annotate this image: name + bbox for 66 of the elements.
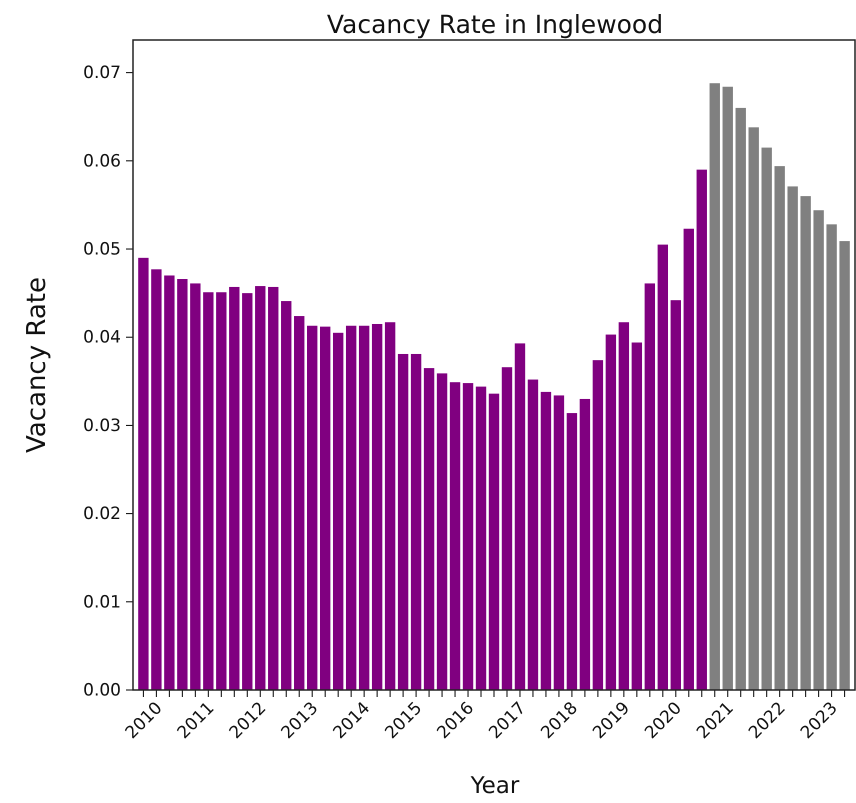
bar	[138, 258, 149, 690]
bar	[774, 166, 785, 690]
bar	[554, 395, 564, 690]
bar	[606, 334, 616, 690]
bar	[839, 241, 850, 690]
bar	[488, 394, 500, 690]
bar	[514, 343, 526, 690]
bar	[670, 300, 681, 690]
bar	[450, 382, 460, 690]
bar	[203, 292, 214, 690]
y-tick-label: 0.06	[83, 151, 121, 172]
bar	[748, 127, 759, 690]
y-tick-label: 0.05	[83, 239, 121, 260]
bar	[644, 283, 656, 690]
bar	[164, 275, 175, 690]
bar	[294, 316, 304, 690]
y-tick-label: 0.03	[83, 416, 121, 436]
bar	[540, 392, 552, 690]
bar	[242, 293, 252, 690]
bar	[229, 286, 240, 690]
bar	[216, 292, 226, 690]
bar	[736, 108, 746, 690]
bar	[332, 332, 344, 690]
bar	[398, 354, 408, 690]
bar	[580, 398, 590, 690]
bar	[618, 322, 630, 690]
y-tick-label: 0.00	[83, 680, 121, 700]
y-axis-title: Vacancy Rate	[22, 277, 52, 453]
bar	[424, 368, 434, 690]
bar	[566, 413, 578, 690]
bar	[151, 269, 162, 690]
bar	[800, 196, 811, 690]
bar	[632, 342, 642, 690]
chart-title: Vacancy Rate in Inglewood	[326, 10, 664, 39]
y-tick-label: 0.01	[83, 592, 121, 612]
y-tick-label: 0.02	[83, 504, 121, 524]
bar	[190, 283, 201, 690]
bar	[346, 326, 356, 690]
bar	[762, 148, 772, 690]
bar	[320, 326, 330, 690]
bar	[710, 83, 720, 690]
bar	[826, 224, 837, 690]
bar	[255, 286, 266, 690]
bar	[696, 170, 707, 690]
bar	[722, 86, 733, 690]
bar	[684, 228, 694, 690]
bar	[384, 322, 396, 690]
bar	[307, 326, 318, 690]
bar	[177, 279, 188, 690]
bar	[787, 186, 798, 690]
bar	[372, 324, 382, 690]
bar	[592, 360, 604, 690]
y-tick-label: 0.04	[83, 328, 121, 348]
bar	[281, 301, 292, 690]
bar	[476, 386, 486, 690]
bar	[268, 286, 278, 690]
y-tick-label: 0.07	[83, 63, 121, 84]
bar	[358, 326, 370, 690]
bar	[502, 367, 512, 690]
bar	[528, 380, 538, 690]
bar	[436, 373, 448, 690]
bar	[410, 354, 422, 690]
bar	[658, 244, 668, 690]
x-axis-title: Year	[470, 773, 520, 799]
bar	[462, 383, 474, 690]
bar	[813, 210, 824, 690]
